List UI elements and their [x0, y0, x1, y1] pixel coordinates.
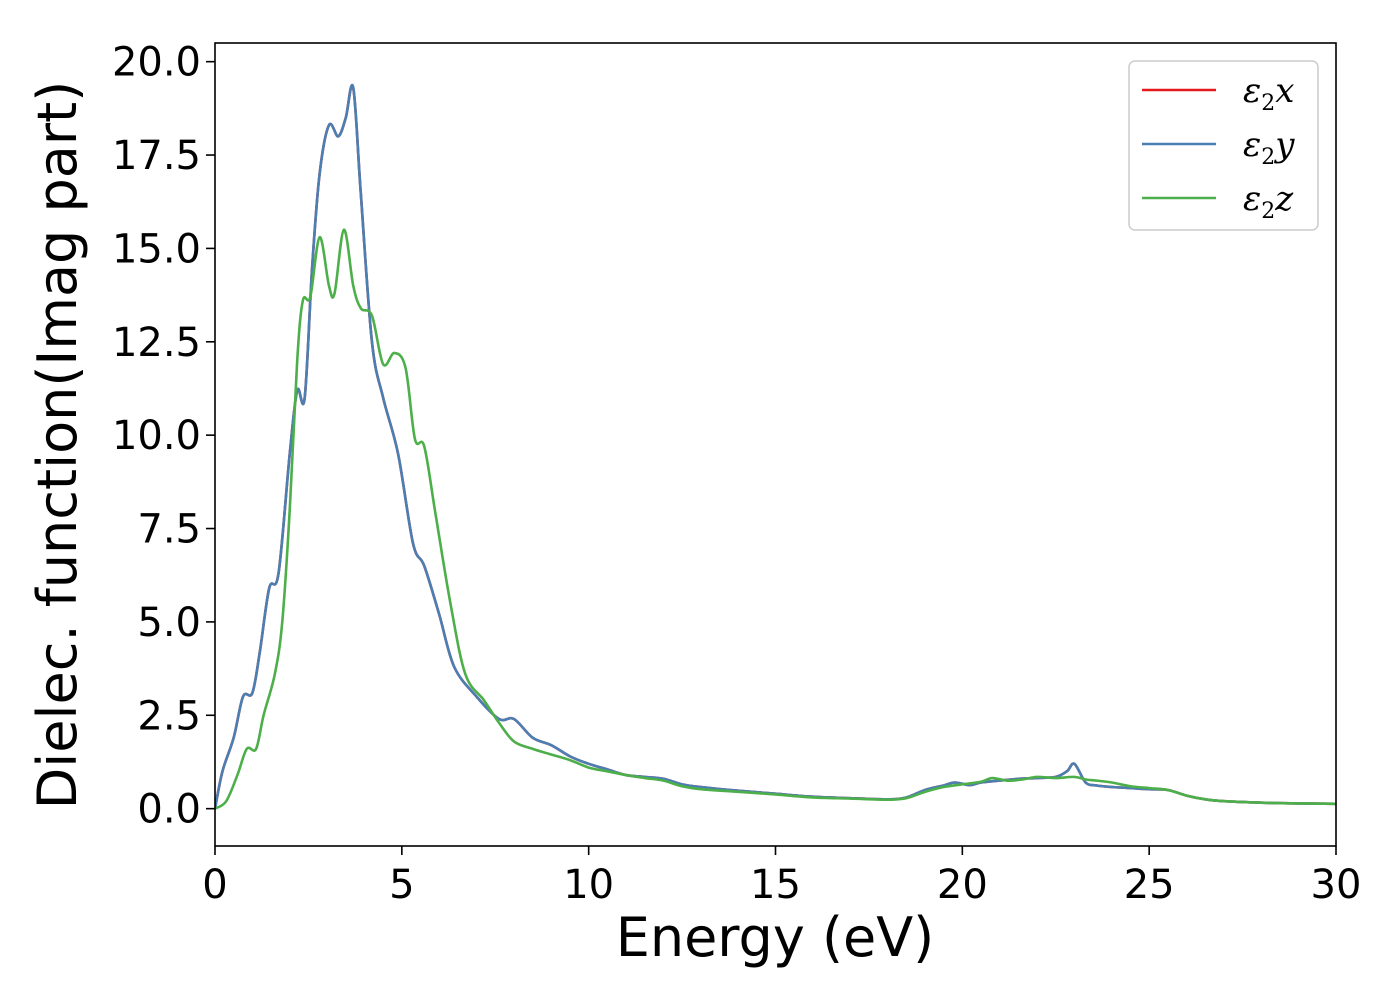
x-tick-label: 30 [1311, 862, 1362, 908]
x-tick-label: 20 [937, 862, 988, 908]
legend-label: ε2y [1243, 125, 1295, 170]
x-tick-label: 15 [750, 862, 801, 908]
x-tick-label: 10 [563, 862, 614, 908]
x-axis: 0 5 10 15 20 25 30 [202, 846, 1361, 908]
y-tick-label: 0.0 [137, 787, 201, 833]
legend: ε2x ε2y ε2z [1128, 60, 1319, 231]
legend-entry-e2z: ε2z [1142, 179, 1294, 224]
legend-label: ε2x [1243, 71, 1294, 116]
y-tick-label: 7.5 [137, 507, 201, 553]
y-axis: 0.0 2.5 5.0 7.5 10.0 12.5 15.0 17.5 20.0 [112, 40, 215, 833]
x-axis-title: Energy (eV) [616, 906, 935, 969]
series-layer [215, 83, 1336, 810]
x-tick-label: 5 [389, 862, 414, 908]
y-tick-label: 17.5 [112, 133, 201, 179]
legend-entry-e2y: ε2y [1142, 125, 1295, 170]
y-tick-label: 15.0 [112, 226, 201, 272]
series-line-e2z [215, 228, 1336, 810]
x-tick-label: 25 [1124, 862, 1175, 908]
y-axis-title: Dielec. function(Imag part) [26, 81, 89, 810]
x-tick-label: 0 [202, 862, 227, 908]
y-tick-label: 12.5 [112, 320, 201, 366]
y-tick-label: 2.5 [137, 693, 201, 739]
legend-entry-e2x: ε2x [1142, 71, 1294, 116]
legend-label: ε2z [1243, 179, 1294, 224]
y-tick-label: 10.0 [112, 413, 201, 459]
y-tick-label: 20.0 [112, 40, 201, 86]
y-tick-label: 5.0 [137, 600, 201, 646]
legend-box [1128, 60, 1319, 231]
series-line-e2y [215, 83, 1336, 810]
